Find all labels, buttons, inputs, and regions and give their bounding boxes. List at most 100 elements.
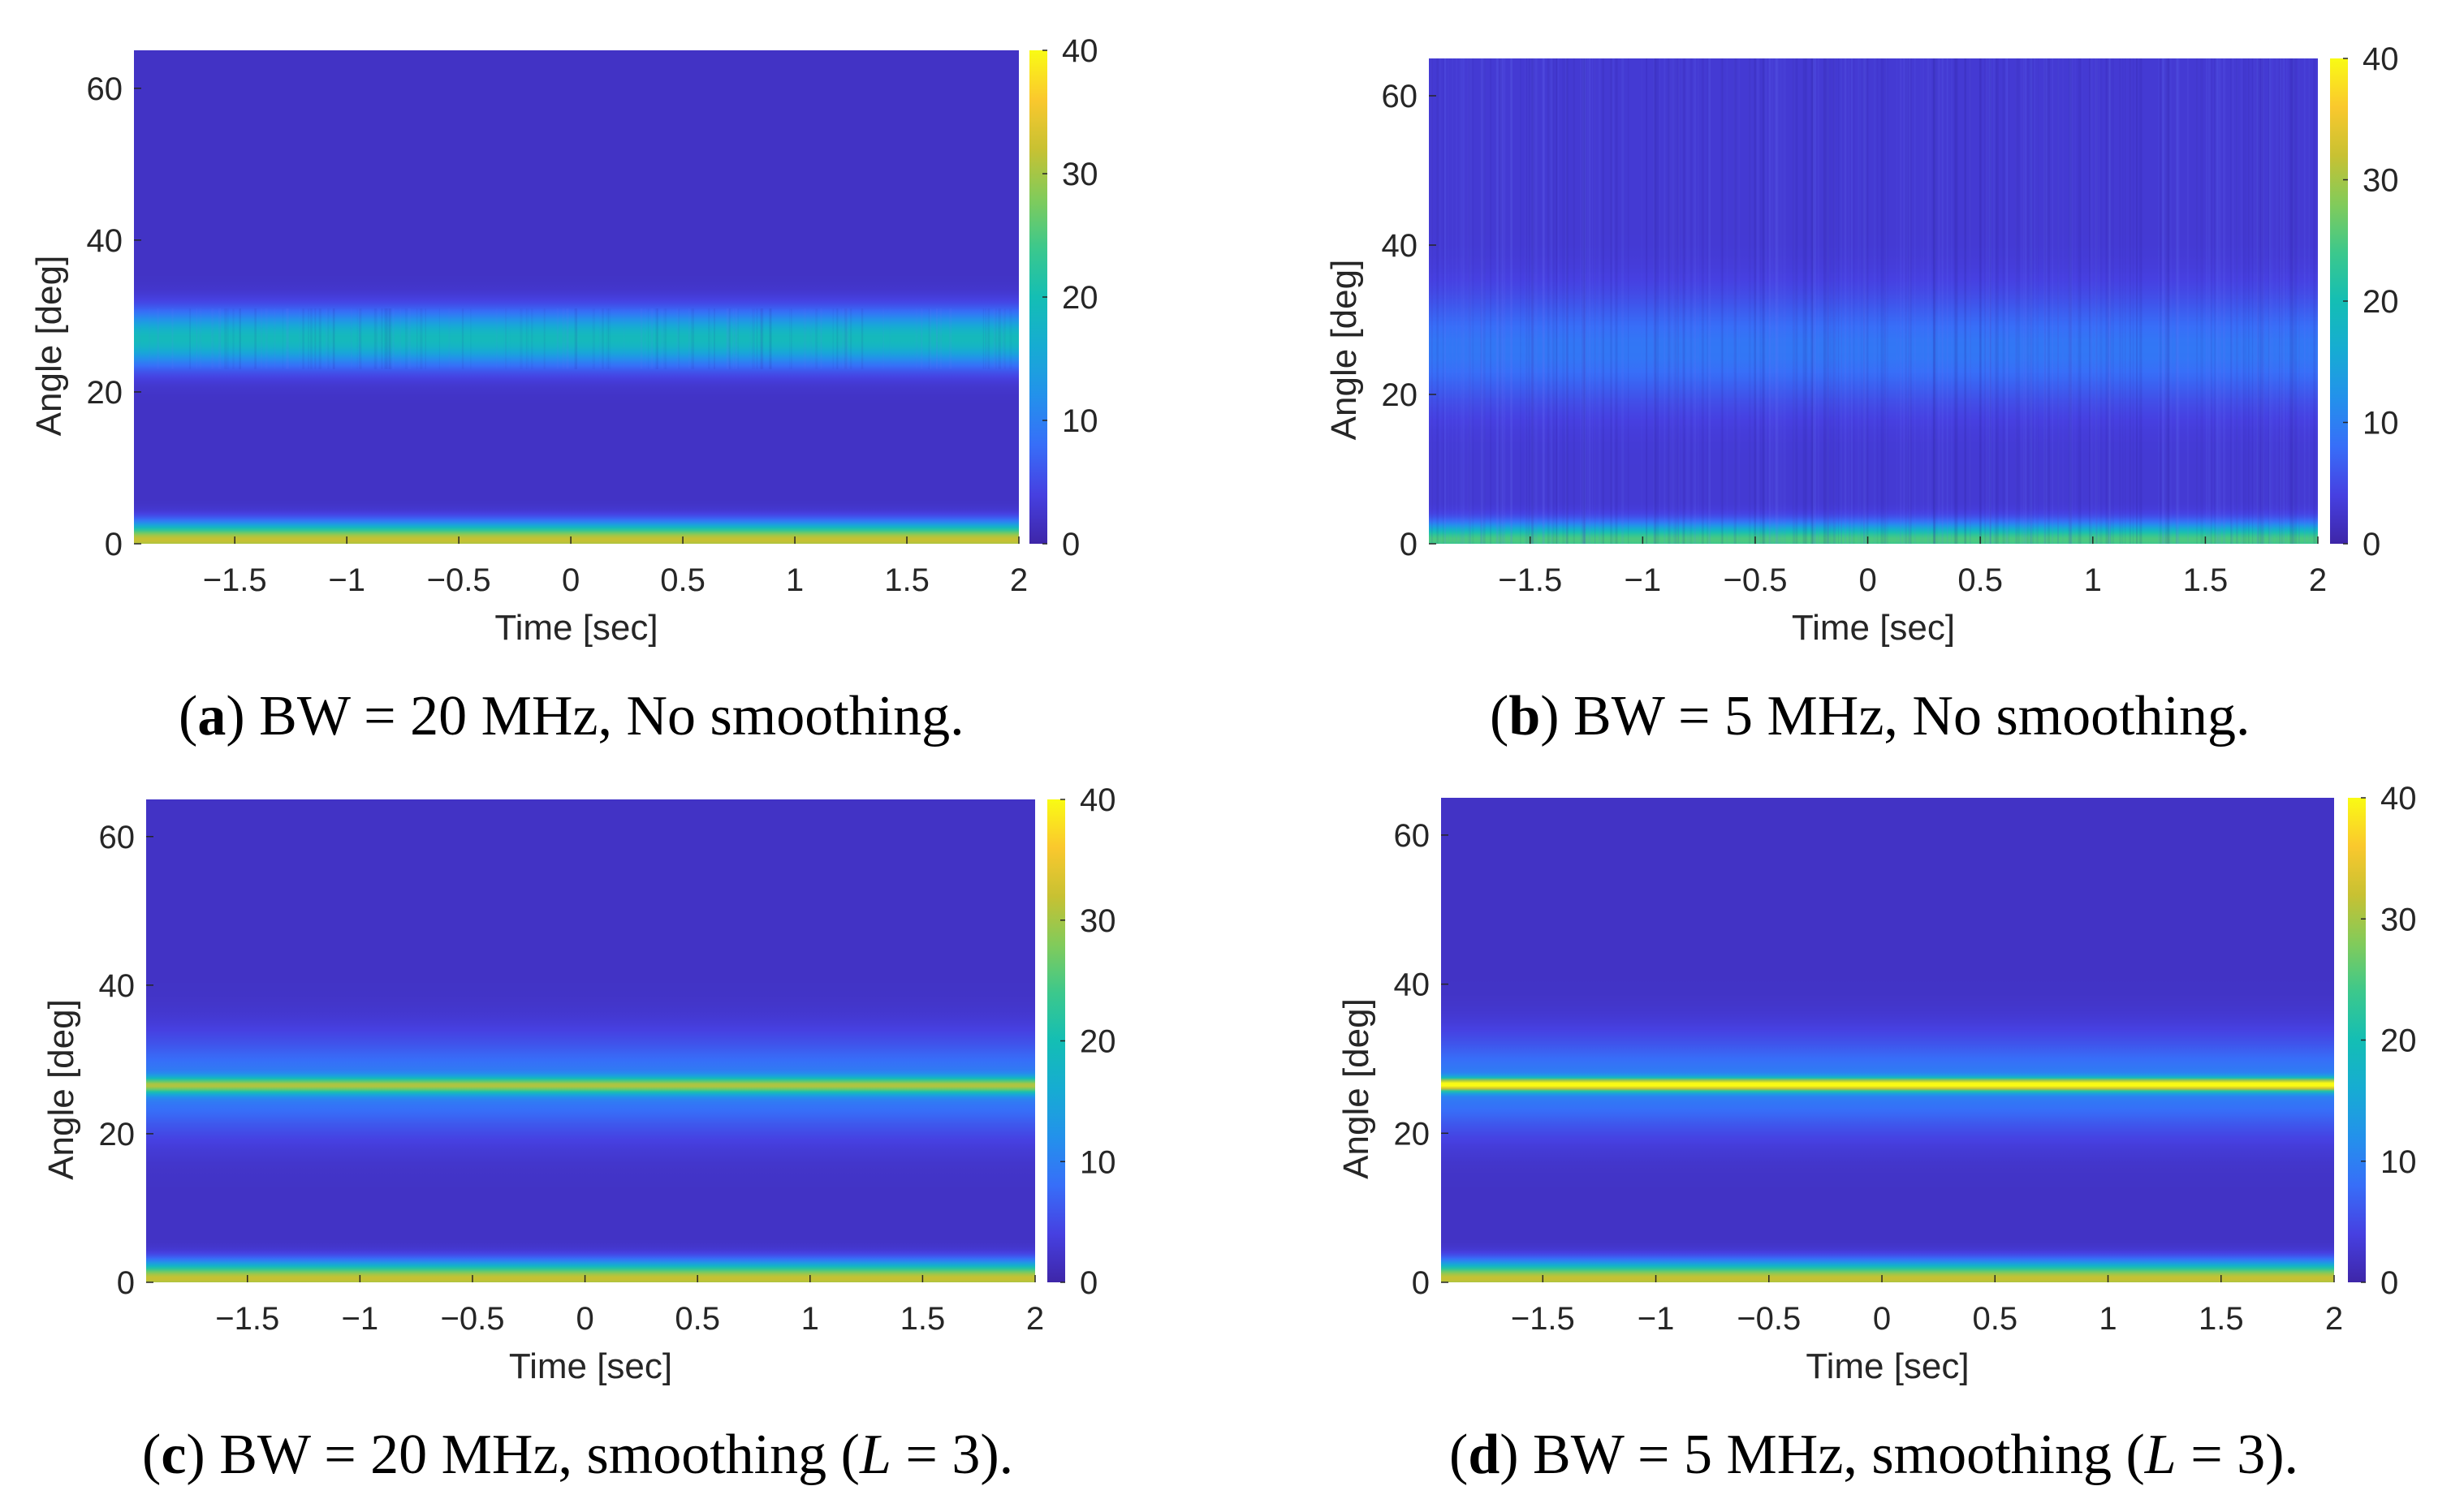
x-tick-label: 0	[1858, 562, 1876, 598]
colorbar-tick-label: 10	[1062, 403, 1098, 439]
x-tick-label: −1.5	[1498, 562, 1562, 598]
x-tick-label: 1.5	[2199, 1301, 2244, 1337]
x-tick-label: 0.5	[1972, 1301, 2017, 1337]
x-tick-label: −1.5	[1511, 1301, 1575, 1337]
x-tick-label: −1	[1625, 562, 1662, 598]
x-tick-label: 1	[2099, 1301, 2117, 1337]
colorbar: 0 10 20 30 40	[2348, 781, 2417, 1301]
heatmap-image	[1441, 798, 2334, 1282]
panel-caption: (c) BW = 20 MHz, smoothing (L = 3).	[142, 1424, 1013, 1486]
x-tick-label: 1	[801, 1301, 819, 1337]
y-axis-label: Angle [deg]	[1324, 260, 1364, 441]
y-tick-label: 20	[87, 375, 123, 411]
heatmap-noise	[149, 308, 1004, 369]
colorbar-tick-label: 30	[2363, 163, 2399, 199]
x-tick-label: −1	[328, 562, 365, 598]
x-tick-label: 1.5	[2183, 562, 2229, 598]
heatmap-image	[146, 799, 1035, 1282]
colorbar-tick-label: 20	[1062, 280, 1098, 316]
colorbar: 0 10 20 30 40	[2330, 41, 2399, 562]
y-tick-label: 20	[99, 1117, 136, 1152]
x-tick-label: 0.5	[660, 562, 706, 598]
colorbar-tick-label: 20	[1080, 1024, 1116, 1060]
colorbar-tick-label: 10	[1080, 1144, 1116, 1180]
colorbar: 0 10 20 30 40	[1047, 782, 1116, 1301]
y-axis-label: Angle [deg]	[41, 999, 81, 1180]
x-tick-label: 1	[786, 562, 804, 598]
y-tick-label: 0	[105, 527, 123, 562]
colorbar-tick-label: 30	[1062, 157, 1098, 192]
x-tick-label: −1.5	[203, 562, 267, 598]
heatmap-image	[134, 50, 1019, 544]
y-tick-label: 40	[1382, 228, 1418, 264]
y-tick-label: 40	[87, 223, 123, 259]
colorbar-tick-label: 40	[1080, 782, 1116, 818]
colorbar: 0 10 20 30 40	[1029, 33, 1098, 562]
colorbar-tick-label: 20	[2363, 284, 2399, 320]
heatmap-image	[1429, 58, 2318, 544]
x-tick-label: −0.5	[1737, 1301, 1801, 1337]
x-tick-label: −1	[342, 1301, 379, 1337]
x-tick-label: −1.5	[215, 1301, 279, 1337]
x-tick-label: −0.5	[1723, 562, 1787, 598]
panel-caption: (b) BW = 5 MHz, No smoothing.	[1490, 685, 2250, 747]
x-tick-label: 0	[576, 1301, 593, 1337]
x-tick-label: 2	[1026, 1301, 1044, 1337]
panel-letter: a	[197, 685, 226, 747]
y-tick-label: 20	[1382, 377, 1418, 413]
colorbar-tick-label: 20	[2380, 1023, 2417, 1059]
x-tick-label: 0	[562, 562, 580, 598]
heatmap-noise	[1431, 58, 2316, 544]
y-tick-label: 0	[117, 1265, 135, 1301]
x-axis-label: Time [sec]	[1792, 608, 1955, 648]
x-tick-label: 1	[2084, 562, 2102, 598]
y-tick-label: 60	[87, 71, 123, 107]
colorbar-tick-label: 30	[2380, 902, 2417, 937]
y-tick-label: 60	[1394, 818, 1431, 854]
x-tick-label: 2	[2309, 562, 2327, 598]
y-tick-label: 20	[1394, 1116, 1431, 1152]
colorbar-tick-label: 40	[2363, 41, 2399, 77]
x-tick-label: −0.5	[427, 562, 491, 598]
x-tick-label: −1	[1638, 1301, 1675, 1337]
colorbar-tick-label: 0	[2363, 527, 2380, 562]
x-tick-label: 1.5	[884, 562, 930, 598]
colorbar-tick-label: 40	[1062, 33, 1098, 69]
x-tick-label: 0	[1873, 1301, 1891, 1337]
colorbar-tick-label: 0	[1080, 1265, 1098, 1301]
x-tick-label: 2	[1010, 562, 1028, 598]
y-tick-label: 0	[1400, 527, 1418, 562]
colorbar-tick-label: 0	[2380, 1265, 2398, 1301]
x-tick-label: 0.5	[675, 1301, 720, 1337]
colorbar-tick-label: 40	[2380, 781, 2417, 816]
x-tick-label: 2	[2325, 1301, 2343, 1337]
y-axis-label: Angle [deg]	[29, 256, 69, 437]
y-tick-label: 60	[1382, 79, 1418, 114]
panel-caption: (a) BW = 20 MHz, No smoothing.	[179, 685, 964, 747]
x-axis-label: Time [sec]	[1806, 1346, 1969, 1386]
colorbar-tick-label: 10	[2380, 1144, 2417, 1180]
y-tick-label: 40	[99, 968, 136, 1004]
x-tick-label: 1.5	[900, 1301, 946, 1337]
y-axis-label: Angle [deg]	[1336, 998, 1376, 1179]
x-tick-label: −0.5	[440, 1301, 504, 1337]
panel-letter: c	[161, 1424, 186, 1486]
x-tick-label: 0.5	[1957, 562, 2003, 598]
y-tick-label: 40	[1394, 967, 1431, 1003]
colorbar-tick-label: 10	[2363, 406, 2399, 442]
x-axis-label: Time [sec]	[494, 608, 658, 648]
y-tick-label: 0	[1412, 1265, 1430, 1301]
panel-letter: d	[1468, 1424, 1500, 1486]
colorbar-tick-label: 0	[1062, 527, 1080, 562]
x-axis-label: Time [sec]	[509, 1346, 672, 1386]
panel-caption: (d) BW = 5 MHz, smoothing (L = 3).	[1449, 1424, 2298, 1486]
